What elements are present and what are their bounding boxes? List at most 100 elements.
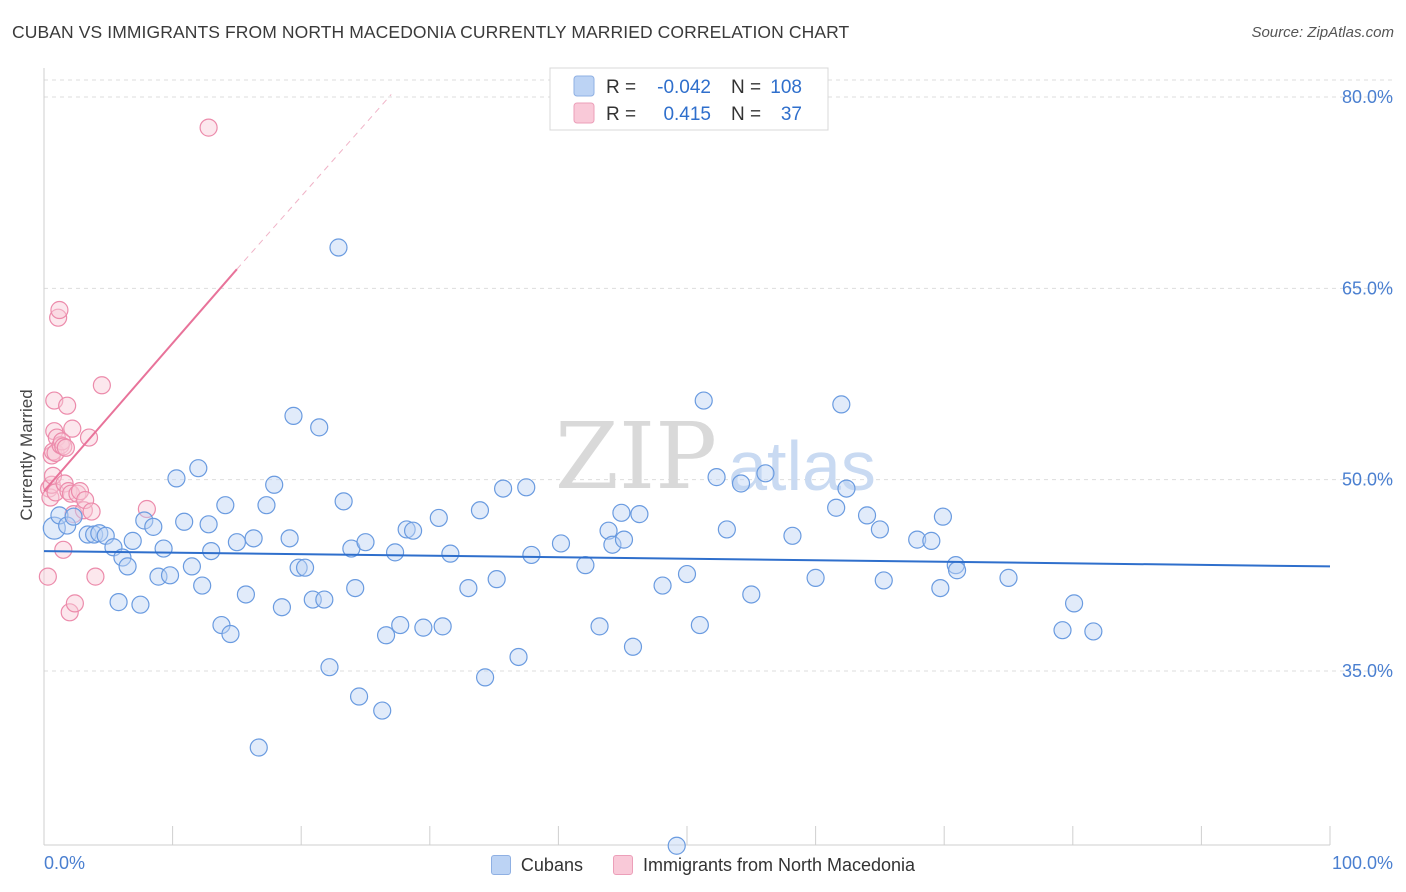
cuban-point: [1053, 621, 1072, 640]
cuban-point: [356, 533, 375, 552]
cuban-point: [517, 478, 536, 497]
legend-swatch-cubans: [573, 75, 595, 97]
macedonia-point: [137, 499, 156, 519]
legend-label-cubans: Cubans: [520, 854, 583, 875]
macedonia-point: [82, 502, 101, 521]
cuban-point: [874, 571, 893, 590]
cuban-point: [677, 564, 697, 584]
macedonia-trend-extension: [236, 94, 392, 270]
cuban-point: [349, 687, 369, 706]
watermark-zip: ZIP: [555, 403, 717, 510]
y-tick-label: 65.0%: [1342, 278, 1393, 298]
grid-lines: [44, 79, 1392, 672]
cuban-point: [433, 617, 452, 636]
cubans-swatch: [490, 855, 511, 875]
cuban-point: [135, 511, 154, 530]
cuban-point: [310, 418, 329, 437]
cuban-point: [933, 507, 953, 526]
cuban-point: [175, 512, 194, 531]
cuban-point: [295, 558, 315, 577]
macedonia-point: [76, 490, 95, 510]
cuban-point: [244, 529, 263, 548]
cuban-point: [832, 395, 851, 414]
cuban-point: [614, 530, 634, 549]
legend-n-value-2: 37: [781, 104, 802, 125]
macedonia-point: [63, 419, 82, 438]
legend-label-macedonia: Immigrants from North Macedonia: [642, 854, 916, 875]
cuban-point: [78, 525, 97, 544]
cuban-point: [857, 506, 877, 525]
cuban-point: [154, 539, 173, 558]
axes: [43, 68, 1331, 846]
cuban-point: [694, 391, 713, 410]
macedonia-point: [54, 540, 73, 559]
legend-item-cubans[interactable]: Cubans: [490, 854, 583, 876]
cuban-point: [522, 545, 541, 565]
cuban-point: [870, 520, 890, 539]
cuban-point: [459, 578, 478, 598]
cuban-point: [403, 521, 423, 540]
cuban-point: [131, 595, 150, 614]
cuban-point: [123, 531, 142, 550]
cuban-point: [908, 530, 927, 549]
cuban-point: [475, 668, 495, 687]
bottom-legend: Cubans Immigrants from North Macedonia: [0, 852, 1406, 878]
cuban-point: [707, 468, 726, 487]
cuban-point: [320, 658, 339, 677]
macedonia-point: [49, 308, 68, 327]
macedonia-point: [60, 603, 79, 622]
legend-frame: [549, 67, 829, 131]
legend-item-macedonia[interactable]: Immigrants from North Macedonia: [612, 854, 916, 876]
cuban-point: [373, 701, 392, 720]
cuban-point: [630, 505, 649, 524]
macedonia-point: [58, 396, 77, 415]
correlation-legend: R = -0.042 N = 108 R = 0.415 N = 37: [549, 67, 829, 131]
cuban-point: [221, 624, 240, 644]
watermark: ZIP atlas: [555, 403, 876, 510]
macedonia-point: [92, 376, 111, 395]
cuban-point: [494, 479, 513, 498]
cuban-point: [806, 568, 825, 587]
y-tick-label: 35.0%: [1342, 661, 1393, 681]
macedonia-point: [50, 300, 69, 320]
macedonia-point: [70, 482, 90, 501]
cuban-point: [64, 507, 83, 526]
cuban-point: [182, 557, 201, 576]
y-tick-label: 50.0%: [1342, 470, 1393, 490]
cuban-point: [731, 474, 751, 493]
legend-n-label-1: N =: [731, 77, 761, 98]
cuban-point: [667, 836, 686, 855]
cuban-point: [487, 570, 506, 589]
cuban-point: [414, 618, 433, 637]
cuban-point: [1084, 622, 1103, 641]
cuban-point: [109, 593, 128, 612]
cuban-point: [837, 479, 856, 498]
cuban-point: [603, 535, 622, 554]
cuban-point: [376, 626, 396, 645]
cuban-point: [334, 492, 353, 511]
cuban-point: [576, 556, 595, 575]
cuban-point: [391, 615, 410, 635]
cuban-point: [118, 557, 137, 576]
legend-n-label-2: N =: [731, 104, 761, 125]
cuban-point: [999, 568, 1018, 587]
cuban-point: [551, 534, 571, 553]
legend-r-label-1: R =: [606, 77, 636, 98]
cuban-point: [509, 647, 528, 667]
cuban-point: [690, 615, 709, 635]
legend-r-label-2: R =: [606, 104, 636, 125]
cuban-point: [590, 617, 609, 636]
cuban-point: [193, 576, 212, 595]
x-tick-label: 0.0%: [44, 853, 85, 873]
cuban-point: [315, 590, 334, 609]
cuban-point: [599, 521, 618, 540]
cuban-point: [742, 585, 761, 604]
cuban-point: [236, 585, 256, 604]
cuban-point: [202, 541, 221, 561]
macedonia-point: [56, 438, 75, 457]
trend-lines: [43, 94, 1331, 568]
cuban-point: [947, 561, 967, 580]
cuban-point: [58, 516, 77, 535]
y-tick-label: 80.0%: [1342, 87, 1393, 107]
